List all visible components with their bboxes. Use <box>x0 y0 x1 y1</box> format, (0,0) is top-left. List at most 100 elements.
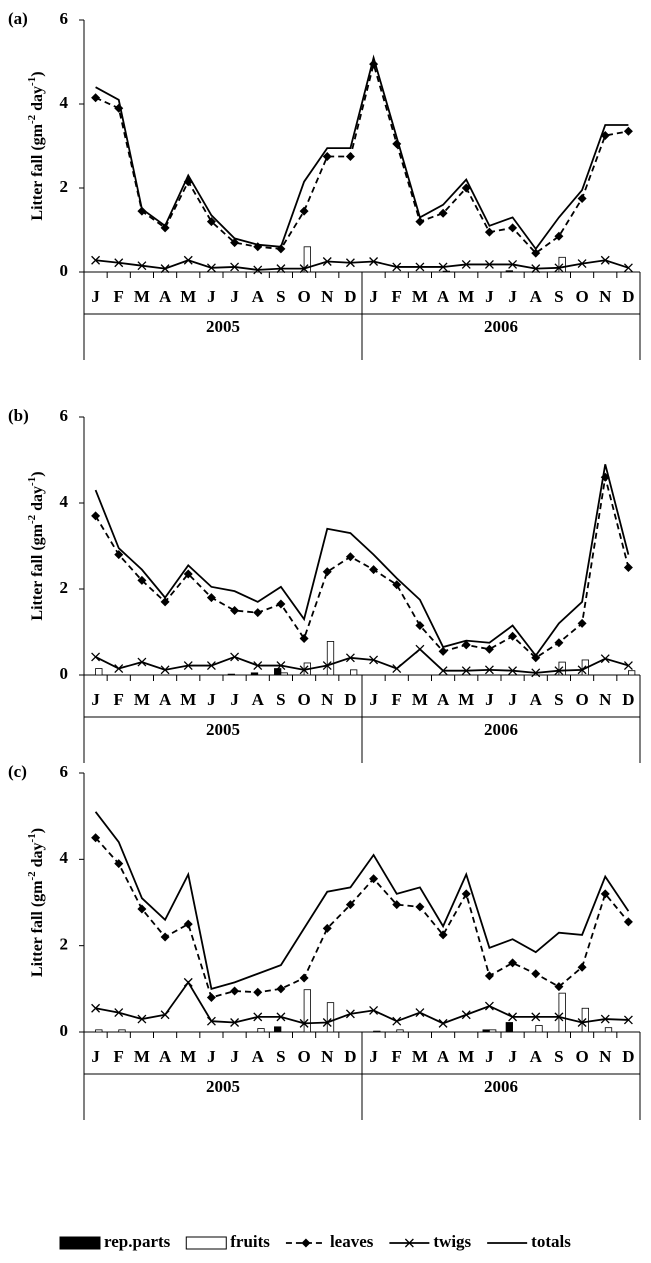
marker <box>345 653 355 663</box>
marker <box>345 552 355 562</box>
x-tick-label: M <box>458 690 474 709</box>
x-tick-label: J <box>485 1047 494 1066</box>
marker <box>230 606 240 615</box>
marker <box>461 640 471 650</box>
x-tick-label: J <box>369 287 378 306</box>
marker <box>623 263 633 273</box>
y-axis-label-part: day <box>29 86 46 115</box>
marker <box>114 664 124 674</box>
x-tick-label: J <box>230 287 239 306</box>
line <box>95 60 629 255</box>
marker <box>183 661 193 670</box>
marker <box>253 987 263 997</box>
marker <box>484 1001 494 1011</box>
marker <box>369 655 379 665</box>
x-tick-label: D <box>622 690 634 709</box>
y-axis-label: Litter fall (gm-2 day-1) <box>26 471 46 620</box>
marker <box>392 664 402 674</box>
marker <box>299 665 309 675</box>
marker <box>160 264 170 274</box>
marker <box>461 259 471 269</box>
x-tick-label: J <box>230 1047 239 1066</box>
x-tick-label: F <box>392 287 402 306</box>
marker <box>137 206 147 216</box>
group-label: 2005 <box>206 317 240 336</box>
x-tick-label: A <box>252 1047 265 1066</box>
marker <box>415 902 425 912</box>
y-axis-label-part: -1 <box>26 833 38 842</box>
y-axis-label-part: -1 <box>26 477 38 486</box>
bar <box>558 661 566 676</box>
bar <box>303 989 311 1033</box>
bar <box>326 641 335 676</box>
marker <box>577 618 587 628</box>
marker <box>299 206 309 216</box>
line <box>95 648 629 674</box>
marker <box>91 833 101 843</box>
marker <box>369 874 379 884</box>
marker <box>114 859 124 869</box>
marker <box>531 653 541 663</box>
marker <box>600 255 610 265</box>
y-tick-label: 4 <box>60 492 69 511</box>
x-tick-label: N <box>321 690 334 709</box>
legend-marker <box>301 1238 311 1248</box>
marker <box>415 644 425 654</box>
x-tick-label: J <box>369 1047 378 1066</box>
line <box>95 980 629 1025</box>
y-axis-label-part: Litter fall (gm <box>29 123 46 220</box>
line <box>95 54 629 251</box>
marker <box>345 1009 355 1019</box>
marker <box>531 248 541 258</box>
x-tick-label: F <box>392 690 402 709</box>
x-tick-label: O <box>297 287 310 306</box>
y-axis-label-part: Litter fall (gm <box>29 523 46 620</box>
y-tick-label: 6 <box>60 762 69 781</box>
marker <box>253 265 263 275</box>
marker <box>415 1008 425 1018</box>
marker <box>137 904 147 914</box>
marker <box>322 567 332 577</box>
y-axis-label-part: day <box>29 842 46 871</box>
marker <box>600 654 610 664</box>
marker <box>276 264 286 274</box>
x-tick-label: F <box>392 1047 402 1066</box>
marker <box>369 257 379 266</box>
group-label: 2006 <box>484 720 518 739</box>
y-axis-label-part: ) <box>29 471 46 476</box>
marker <box>91 93 101 103</box>
marker <box>206 263 216 273</box>
bar <box>95 668 103 676</box>
marker <box>600 1014 610 1024</box>
x-tick-label: S <box>276 690 285 709</box>
marker <box>623 917 633 927</box>
marker <box>415 621 425 631</box>
marker <box>484 644 494 654</box>
marker <box>623 563 633 572</box>
marker <box>230 652 240 662</box>
marker <box>299 633 309 643</box>
bar <box>350 669 358 676</box>
marker <box>91 652 101 662</box>
marker <box>508 958 518 968</box>
bar <box>257 1028 265 1033</box>
legend-label: totals <box>531 1232 571 1251</box>
x-tick-label: N <box>599 690 612 709</box>
legend-swatch <box>59 1236 101 1250</box>
x-tick-label: J <box>207 287 216 306</box>
marker <box>345 152 355 161</box>
marker <box>461 666 471 676</box>
bar <box>396 1029 404 1033</box>
line <box>94 811 630 990</box>
marker <box>91 511 101 521</box>
panel-label: (c) <box>8 762 27 781</box>
marker <box>276 599 286 609</box>
x-tick-label: J <box>508 1047 517 1066</box>
legend-label: fruits <box>230 1232 270 1251</box>
line <box>94 476 630 659</box>
marker <box>299 973 309 983</box>
bar <box>505 1022 513 1033</box>
marker <box>554 263 564 273</box>
marker <box>554 638 564 648</box>
